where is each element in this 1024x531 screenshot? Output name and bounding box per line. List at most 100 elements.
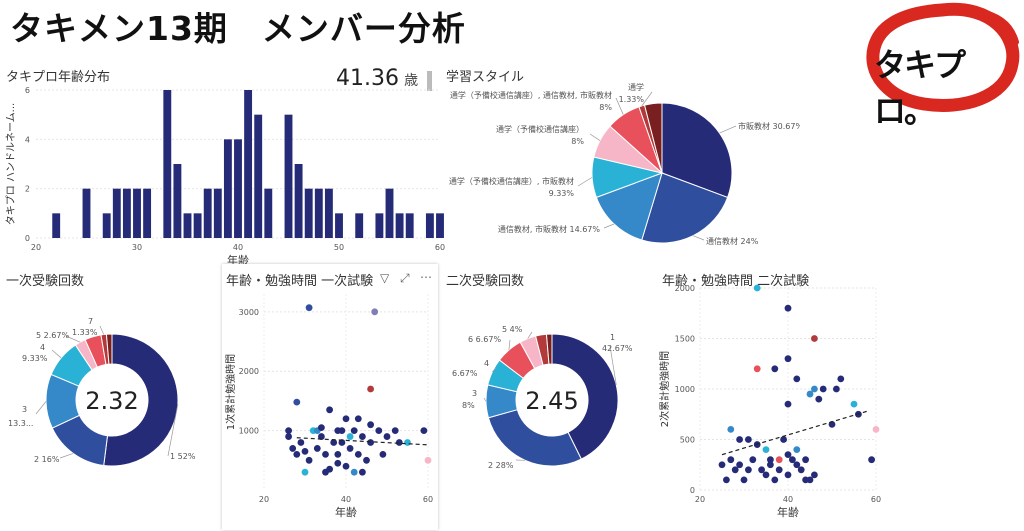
scatter-point xyxy=(305,456,313,464)
scatter-point xyxy=(350,427,358,435)
scatter2-title: 年齢・勉強時間 二次試験 xyxy=(662,274,810,289)
scatter-point xyxy=(745,466,752,474)
scatter-point xyxy=(811,335,818,342)
study-style-pie[interactable]: 市販教材 30.67% 通信教材 24% 通信教材, 市販教材 14.67% 通学（予… xyxy=(440,76,800,266)
scatter-point xyxy=(793,446,801,453)
histogram-bar xyxy=(284,114,293,238)
leader-line xyxy=(609,345,617,385)
slice-label: 通学 xyxy=(628,82,644,92)
scatter-point xyxy=(363,456,370,464)
scatter-point xyxy=(850,400,858,408)
y-axis-label: 1次累計勉強時間 xyxy=(224,354,237,430)
y-axis-label: タキプロ ハンドルネーム... xyxy=(5,103,17,225)
scatter-point xyxy=(359,433,366,440)
slice-label: 通信教材 24% xyxy=(706,236,759,246)
scatter-point xyxy=(758,466,765,474)
scatter-point xyxy=(868,456,875,464)
scatter-point xyxy=(837,375,845,383)
scatter-point xyxy=(318,433,325,440)
donut-label: 7 xyxy=(88,317,93,326)
scatter-point xyxy=(784,355,792,363)
x-axis-label: 年齢 xyxy=(227,253,249,264)
first-exam-attempts-donut[interactable]: 2.32 1 52% 2 16% 3 13.3... 4 9.33% 5 2.67% 7 1.33… xyxy=(0,288,220,531)
filter-icon[interactable]: ▽ xyxy=(380,271,390,285)
scatter-point xyxy=(404,439,411,446)
trend-line xyxy=(721,410,868,456)
study-pie-title: 学習スタイル xyxy=(446,70,525,85)
slice-label: 通学（予備校通信講座）, 市販教材 xyxy=(449,176,574,186)
histogram-bar xyxy=(304,188,313,238)
second-exam-attempts-donut[interactable]: 2.45 1 42.67% 2 28% 3 8% 4 6.67% 6 6.67%5 4% xyxy=(440,288,660,531)
y-tick-label: 500 xyxy=(680,436,695,445)
scatter-point xyxy=(359,468,366,476)
donut-label: 4 xyxy=(484,359,489,368)
scatter-point xyxy=(736,436,743,443)
x-tick-label: 60 xyxy=(435,243,445,252)
slice-label: 市販教材 30.67% xyxy=(738,121,800,131)
scatter-point xyxy=(367,421,374,429)
donut1-title: 一次受験回数 xyxy=(6,274,85,289)
histogram-bar xyxy=(314,188,323,238)
page-title: タキメン13期 メンバー分析 xyxy=(10,9,466,48)
more-options-icon[interactable]: ⋯ xyxy=(420,270,432,284)
scatter-point xyxy=(762,471,770,479)
x-tick-label: 60 xyxy=(871,495,881,504)
donut-label: 8% xyxy=(462,401,475,410)
age-histogram[interactable]: 0 2 4 6 20 30 40 50 60 年齢 タキプロ ハンドルネーム... xyxy=(0,84,450,264)
histogram-bar xyxy=(436,213,444,238)
scatter-point xyxy=(322,450,329,458)
x-axis-label: 年齢 xyxy=(335,505,357,519)
logo-brush-circle xyxy=(866,2,1020,112)
scatter-point xyxy=(775,456,783,464)
donut-label: 2 16% xyxy=(34,455,60,464)
scatter1-title: 年齢・勉強時間 一次試験 xyxy=(226,274,374,289)
y-tick-label: 1500 xyxy=(675,335,695,344)
scatter-point xyxy=(753,284,761,292)
scatter-point xyxy=(285,427,292,435)
histogram-bar xyxy=(203,188,212,238)
donut-label: 4 xyxy=(40,343,45,352)
scatter-point xyxy=(727,426,735,433)
scatter-point xyxy=(819,385,827,393)
donut-center-value: 2.45 xyxy=(525,387,578,415)
second-exam-scatter[interactable]: 0 500 1000 1500 2000 20 40 60 年齢 2次累計勉強時間 xyxy=(656,280,890,531)
scatter-point xyxy=(350,468,358,476)
expand-icon[interactable]: ⤢ xyxy=(400,271,410,285)
histogram-bar xyxy=(143,188,152,238)
scatter-point xyxy=(326,406,333,414)
scatter-point xyxy=(815,395,823,403)
scatter-point xyxy=(718,461,726,469)
scatter-point xyxy=(740,476,748,484)
scatter-point xyxy=(297,439,305,446)
trend-line xyxy=(296,437,429,446)
histogram-bar xyxy=(294,164,303,238)
scatter-point xyxy=(797,466,805,474)
pie-slice xyxy=(595,172,663,241)
histogram-bar xyxy=(223,139,232,238)
scatter-point xyxy=(367,385,374,393)
leader-line xyxy=(641,91,653,107)
histogram-bar xyxy=(122,188,131,238)
scatter-point xyxy=(346,445,354,452)
leader-line xyxy=(527,331,533,339)
scatter-point xyxy=(784,451,792,459)
scatter-point xyxy=(745,436,752,443)
kpi-value: 41.36 xyxy=(336,66,399,91)
slice-label: 8% xyxy=(599,103,612,112)
scatter-point xyxy=(383,433,391,440)
donut-label: 3 xyxy=(472,389,477,398)
x-tick-label: 60 xyxy=(423,495,433,504)
pie-slice xyxy=(103,333,179,467)
pie-slice xyxy=(643,102,663,174)
scatter-point xyxy=(305,304,313,312)
x-tick-label: 30 xyxy=(132,243,142,252)
donut-label: 1 52% xyxy=(170,452,196,461)
y-tick-label: 0 xyxy=(25,234,30,243)
histogram-bar xyxy=(213,188,222,238)
donut-label: 1.33% xyxy=(72,328,98,337)
first-exam-scatter[interactable]: 1000 2000 3000 20 40 60 年齢 1次累計勉強時間 xyxy=(222,288,438,531)
scatter-point xyxy=(301,468,309,476)
leader-line xyxy=(483,397,487,402)
pie-slice xyxy=(545,333,553,365)
leader-line xyxy=(59,453,74,459)
